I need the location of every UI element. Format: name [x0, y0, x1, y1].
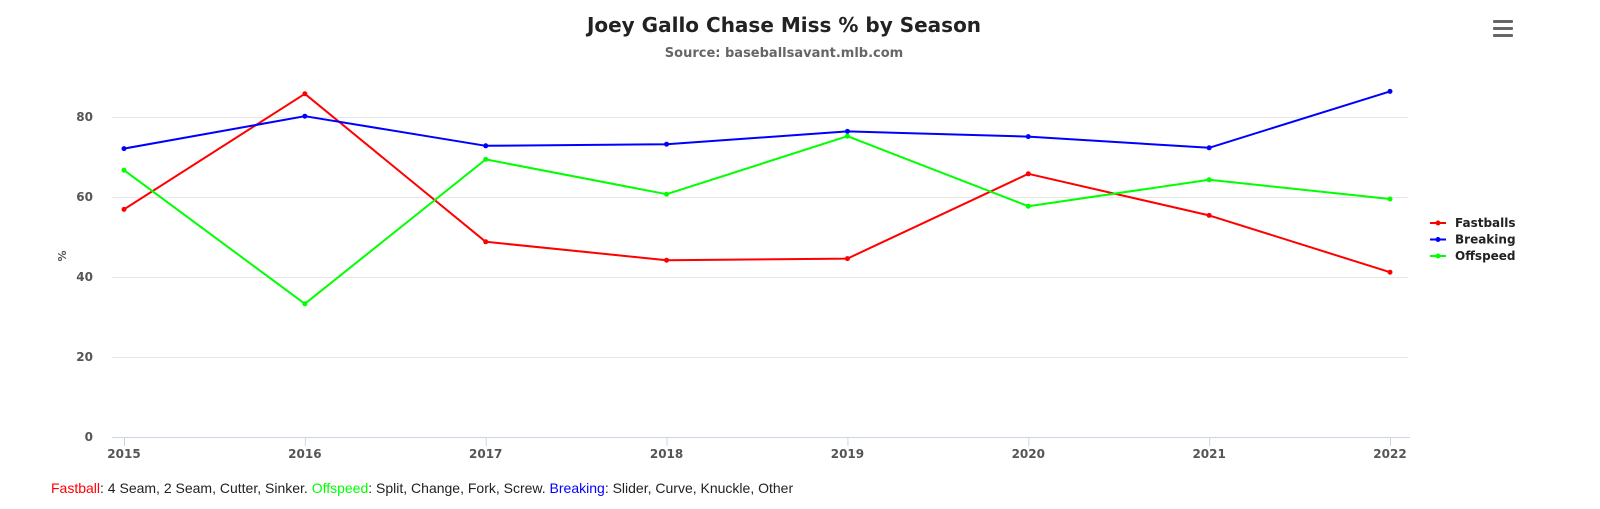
y-tick-label: 80 [76, 110, 93, 124]
footnote-offspeed-text: : Split, Change, Fork, Screw. [368, 480, 550, 496]
legend-label: Offspeed [1455, 249, 1516, 263]
hamburger-menu-icon[interactable] [1484, 14, 1522, 46]
data-point-offspeed [844, 133, 850, 139]
footnote-fastball-label: Fastball [51, 480, 101, 496]
data-point-offspeed [121, 167, 127, 173]
legend-label: Breaking [1455, 233, 1516, 247]
x-tick-label: 2019 [831, 447, 864, 461]
data-point-offspeed [1206, 177, 1212, 183]
y-axis-title: % [56, 250, 69, 261]
data-point-breaking [1206, 145, 1212, 151]
x-tick-label: 2015 [107, 447, 140, 461]
x-tick-label: 2020 [1012, 447, 1045, 461]
data-point-offspeed [664, 191, 670, 197]
series-breaking [121, 88, 1393, 152]
data-point-breaking [483, 143, 489, 149]
legend-swatch-marker [1435, 220, 1441, 226]
data-point-offspeed [1025, 203, 1031, 209]
chart-subtitle: Source: baseballsavant.mlb.com [665, 46, 903, 61]
data-point-breaking [1387, 88, 1393, 94]
x-tick-label: 2016 [288, 447, 321, 461]
data-point-fastballs [483, 239, 489, 245]
data-point-fastballs [121, 206, 127, 212]
legend-swatch-marker [1435, 237, 1441, 242]
y-tick-label: 40 [76, 270, 93, 284]
legend-item-breaking[interactable]: Breaking [1430, 233, 1516, 247]
legend-item-fastballs[interactable]: Fastballs [1430, 216, 1516, 230]
data-point-offspeed [302, 301, 308, 307]
data-point-offspeed [1387, 196, 1393, 202]
chart-title: Joey Gallo Chase Miss % by Season [585, 13, 981, 37]
data-point-fastballs [844, 256, 850, 262]
legend-label: Fastballs [1455, 216, 1516, 230]
data-point-breaking [664, 141, 670, 147]
y-tick-label: 0 [85, 430, 93, 444]
x-tick-label: 2018 [650, 447, 683, 461]
series-offspeed [121, 133, 1393, 307]
x-tick-label: 2021 [1192, 447, 1225, 461]
data-point-fastballs [1025, 171, 1031, 177]
data-point-fastballs [302, 91, 308, 97]
footnote-breaking-label: Breaking [549, 480, 605, 496]
footnote-breaking-text: : Slider, Curve, Knuckle, Other [604, 480, 794, 496]
series-fastballs [121, 91, 1393, 275]
data-point-fastballs [1206, 212, 1212, 218]
data-point-fastballs [664, 257, 670, 263]
chart-legend: Fastballs Breaking Offspeed [1430, 216, 1516, 263]
data-point-fastballs [1387, 269, 1393, 275]
x-axis-ticks: 2015 2016 2017 2018 2019 2020 2021 2022 [107, 437, 1407, 461]
data-point-breaking [302, 113, 308, 119]
series-line-breaking [123, 90, 1391, 150]
x-tick-label: 2017 [469, 447, 502, 461]
data-point-offspeed [483, 156, 489, 162]
series-lines [121, 88, 1393, 307]
y-axis-tick-labels: 0 20 40 60 80 [76, 110, 93, 444]
y-tick-label: 20 [76, 350, 93, 364]
x-tick-label: 2022 [1373, 447, 1406, 461]
footnote-offspeed-label: Offspeed [311, 480, 369, 496]
data-point-breaking [844, 128, 850, 134]
data-point-breaking [121, 146, 127, 152]
legend-swatch-marker [1435, 253, 1441, 259]
series-line-offspeed [123, 135, 1391, 305]
y-gridlines [112, 117, 1408, 358]
series-line-fastballs [123, 92, 1391, 274]
pitch-type-footnote: Fastball: 4 Seam, 2 Seam, Cutter, Sinker… [51, 480, 793, 496]
data-point-breaking [1025, 134, 1031, 140]
footnote-fastball-text: : 4 Seam, 2 Seam, Cutter, Sinker. [100, 480, 312, 496]
y-tick-label: 60 [76, 190, 93, 204]
legend-item-offspeed[interactable]: Offspeed [1430, 249, 1516, 263]
